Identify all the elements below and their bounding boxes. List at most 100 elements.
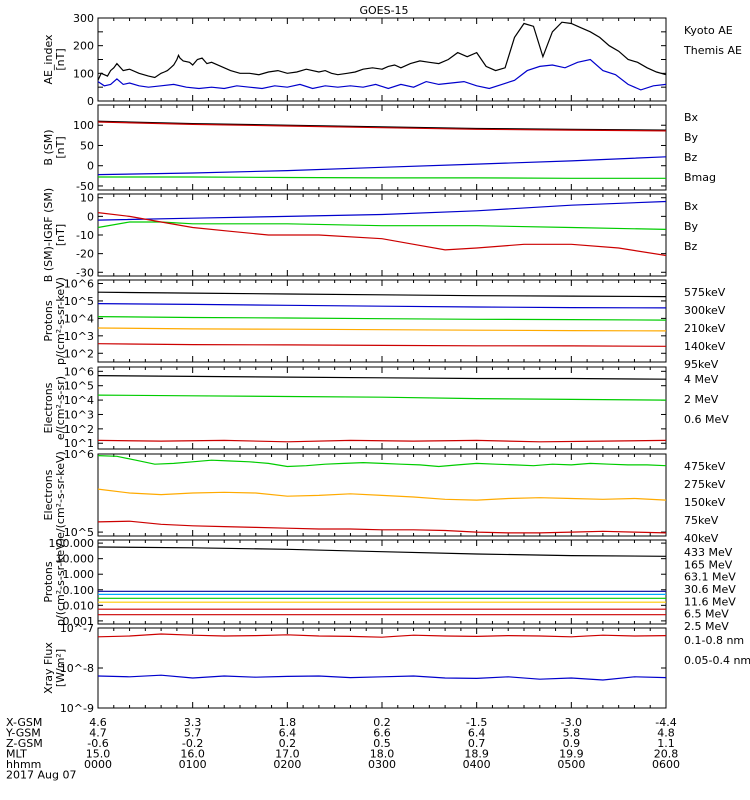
panel-electrons-mev: 10^110^2 10^310^410^5 10^6 Electrons e/(cm²-… <box>42 365 729 450</box>
y-tick-label: 0.001 <box>63 615 95 628</box>
series-line <box>97 674 667 681</box>
y-tick-label: -30 <box>76 266 94 279</box>
footer-value: 3.3 <box>184 716 202 729</box>
series-line <box>97 120 667 131</box>
legend-entry: Bx <box>684 111 699 124</box>
legend-entry: 0.6 MeV <box>684 413 729 426</box>
y-tick-label: 50 <box>80 139 94 152</box>
series-line <box>97 520 667 534</box>
footer-value: 19.9 <box>559 748 584 761</box>
legend-entry: 210keV <box>684 322 726 335</box>
y-tick-label: 10.000 <box>56 553 95 566</box>
series-line <box>97 343 667 347</box>
legend-entry: 300keV <box>684 304 726 317</box>
chart-title: GOES-15 <box>359 4 408 17</box>
footer-value: 5.7 <box>184 727 202 740</box>
legend-entry: 165 MeV <box>684 558 733 571</box>
y-tick-label: 10^4 <box>64 394 94 407</box>
y-tick-label: 10^6 <box>64 448 94 461</box>
legend-entry: 140keV <box>684 340 726 353</box>
footer-row-label: Y-GSM <box>5 727 41 740</box>
y-tick-label: 10^-7 <box>60 622 94 635</box>
footer-value: 0200 <box>273 758 301 771</box>
footer-value: -3.0 <box>561 716 582 729</box>
footer-value: 0500 <box>557 758 585 771</box>
legend-entry: 75keV <box>684 514 719 527</box>
legend-entry: Bmag <box>684 171 716 184</box>
panel-electrons-kev: 10^5 10^6 Electrons e/(cm²-s-sr-keV) 475keV 2… <box>42 448 726 545</box>
footer-row-label: hhmm <box>6 758 41 771</box>
legend-entry: 63.1 MeV <box>684 571 736 584</box>
y-tick-label: 100.000 <box>49 537 95 550</box>
y-tick-label: 10^3 <box>64 408 94 421</box>
series-line <box>97 156 667 176</box>
legend-entry: 95keV <box>684 358 719 371</box>
panel-frame <box>97 193 667 277</box>
footer-value: 0300 <box>368 758 396 771</box>
footer-value: -1.5 <box>466 716 487 729</box>
y-axis-label: e/(cm²-s-sr-keV) <box>54 451 67 539</box>
y-axis-label: B (SM) <box>42 129 55 165</box>
y-tick-label: 0.010 <box>63 599 95 612</box>
y-tick-label: -20 <box>76 248 94 261</box>
y-tick-label: 10^6 <box>64 365 94 378</box>
panel-xray: 10^-9 10^-8 10^-7 Xray Flux [W/m²] 0.1-0.8 nm… <box>42 622 750 715</box>
legend-entry: Themis AE <box>683 44 742 57</box>
legend-entry: 475keV <box>684 460 726 473</box>
series-line <box>97 633 667 638</box>
footer-value: 0.7 <box>468 737 486 750</box>
legend-entry: 30.6 MeV <box>684 583 736 596</box>
panel-frame <box>97 539 667 625</box>
legend-entry: By <box>684 220 699 233</box>
legend-entry: Bz <box>684 151 698 164</box>
legend-entry: 6.5 MeV <box>684 608 729 621</box>
y-axis-label: e/(cm²-s-sr) <box>54 376 67 440</box>
footer-value: -0.6 <box>87 737 108 750</box>
y-axis-label: B (SM)-IGRF (SM) <box>42 188 55 282</box>
y-tick-label: 100 <box>73 67 94 80</box>
footer-value: 0.9 <box>563 737 581 750</box>
panel-frame <box>97 17 667 102</box>
panel-protons-mev: 0.001 0.010 0.100 1.000 10.000 100.000 Protons… <box>42 537 736 633</box>
y-tick-label: 10^4 <box>64 312 94 325</box>
series-line <box>97 291 667 298</box>
legend-entry: 275keV <box>684 478 726 491</box>
y-tick-label: 10^5 <box>64 380 94 393</box>
y-axis-label: [nT] <box>54 48 67 70</box>
legend-entry: 4 MeV <box>684 373 719 386</box>
footer-value: 0100 <box>179 758 207 771</box>
footer-value: 6.4 <box>468 727 486 740</box>
series-line <box>97 221 667 230</box>
y-tick-label: 300 <box>73 12 94 25</box>
legend-entry: Bx <box>684 200 699 213</box>
series-line <box>97 200 667 221</box>
y-axis-label: p/(cm²-s-sr-keV) <box>54 538 67 626</box>
y-tick-label: 0 <box>87 95 94 108</box>
footer-row-label: Z-GSM <box>6 737 43 750</box>
y-tick-label: 0 <box>87 160 94 173</box>
y-tick-label: 10^-8 <box>60 662 94 675</box>
footer-value: 0.2 <box>279 737 297 750</box>
y-tick-label: 0 <box>87 210 94 223</box>
footer-row-label: X-GSM <box>6 716 42 729</box>
footer-value: 6.4 <box>279 727 297 740</box>
legend-entry: 0.05-0.4 nm <box>684 654 750 667</box>
footer-value: -4.4 <box>655 716 676 729</box>
series-line <box>97 21 667 81</box>
footer-value: 5.8 <box>563 727 581 740</box>
legend-entry: 0.1-0.8 nm <box>684 634 744 647</box>
series-line <box>97 488 667 501</box>
y-tick-label: 10^1 <box>64 437 94 450</box>
y-tick-label: 10 <box>80 192 94 205</box>
panel-protons: 10^2 10^3 10^4 10^5 10^6 Protons p/(cm²-s-sr-k… <box>42 277 726 371</box>
y-axis-label: p/(cm²-s-sr-keV) <box>54 277 67 365</box>
footer-value: 4.7 <box>89 727 107 740</box>
y-axis-label: [nT] <box>54 136 67 158</box>
series-line <box>97 212 667 257</box>
series-line <box>97 394 667 401</box>
panel-frame <box>97 279 667 363</box>
legend-entry: 2.5 MeV <box>684 620 729 633</box>
y-tick-label: 1.000 <box>63 568 95 581</box>
footer-value: 20.8 <box>654 748 679 761</box>
